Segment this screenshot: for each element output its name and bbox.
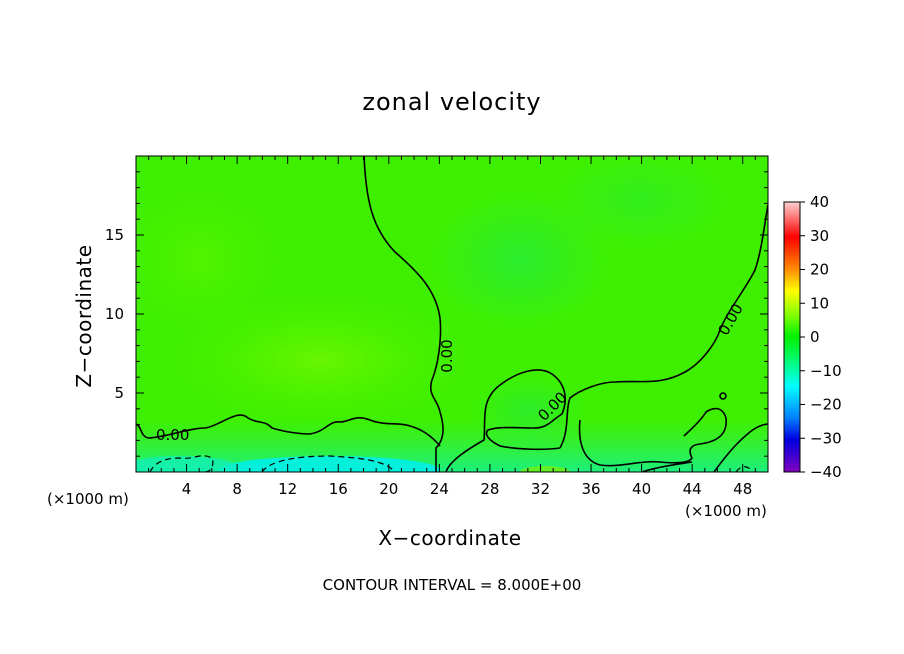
x-tick-label: 36 <box>581 480 600 498</box>
x-tick-label: 40 <box>632 480 651 498</box>
colorbar-tick-label: −20 <box>810 396 842 414</box>
negative-contours <box>149 455 753 472</box>
contour-label: 0.00 <box>438 339 456 372</box>
x-tick-label: 48 <box>733 480 752 498</box>
x-tick-label: 20 <box>379 480 398 498</box>
x-tick-label: 16 <box>329 480 348 498</box>
colorbar <box>783 201 801 473</box>
colorbar-tick-label: 30 <box>810 227 829 245</box>
x-tick-label: 8 <box>232 480 242 498</box>
x-tick-label: 12 <box>278 480 297 498</box>
y-tick-label: 15 <box>105 226 124 244</box>
x-tick-label: 24 <box>430 480 449 498</box>
colorbar-tick-label: −30 <box>810 429 842 447</box>
x-axis-label: X−coordinate <box>378 526 522 550</box>
x-tick-label: 4 <box>182 480 192 498</box>
colorbar-tick-label: −10 <box>810 362 842 380</box>
colorbar-tick-label: 20 <box>810 261 829 279</box>
colorbar-tick-label: 10 <box>810 294 829 312</box>
x-tick-label: 28 <box>480 480 499 498</box>
y-tick-label: 5 <box>114 384 124 402</box>
colorbar-ticks: 40 30 20 10 0 −10 −20 −30 −40 <box>800 193 842 481</box>
colorbar-tick-label: −40 <box>810 463 842 481</box>
x-unit-right: (×1000 m) <box>685 502 767 520</box>
colorbar-tick-label: 0 <box>810 328 820 346</box>
velocity-field <box>136 156 768 472</box>
colorbar-tick-label: 40 <box>810 193 829 211</box>
x-unit-left: (×1000 m) <box>47 490 129 508</box>
contour-interval-note: CONTOUR INTERVAL = 8.000E+00 <box>322 576 582 594</box>
x-tick-label: 44 <box>683 480 702 498</box>
contour-label: 0.00 <box>156 426 189 444</box>
x-tick-label: 32 <box>531 480 550 498</box>
y-axis-label: Z−coordinate <box>72 244 96 388</box>
chart-title: zonal velocity <box>362 88 542 116</box>
y-tick-label: 10 <box>105 305 124 323</box>
contour-lines <box>136 156 768 472</box>
axis-ticks <box>136 156 768 472</box>
